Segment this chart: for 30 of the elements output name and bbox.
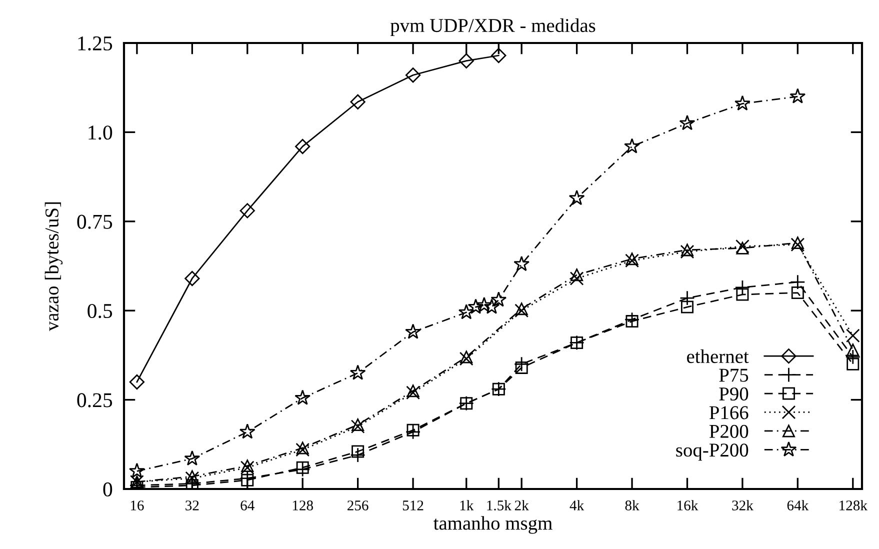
x-tick-label: 8k <box>625 500 640 510</box>
x-tick-label: 128 <box>292 500 313 510</box>
y-tick-label: 0.25 <box>77 393 112 408</box>
chart-title: pvm UDP/XDR - medidas <box>390 18 596 36</box>
y-tick-label: 0 <box>103 482 112 496</box>
y-tick-label: 1.0 <box>88 126 112 140</box>
x-tick-label: 256 <box>348 500 368 510</box>
y-tick-label: 0.5 <box>88 304 112 318</box>
legend-label: ethernet <box>687 349 749 364</box>
x-tick-label: 32 <box>186 500 199 510</box>
legend-label: P75 <box>719 368 748 382</box>
y-tick-label: 0.75 <box>77 214 112 229</box>
x-tick-label: 64 <box>240 500 254 510</box>
x-tick-label: 1.5k <box>487 500 512 510</box>
y-tick-label: 1.25 <box>78 36 112 51</box>
y-axis-title: vazao [bytes/uS] <box>44 202 63 332</box>
legend-label: P90 <box>719 387 748 401</box>
legend-label: soq-P200 <box>676 444 748 461</box>
x-tick-label: 16 <box>130 500 144 510</box>
x-tick-label: 512 <box>402 500 424 510</box>
x-tick-label: 128k <box>840 500 868 510</box>
x-tick-label: 64k <box>787 500 809 510</box>
x-tick-label: 2k <box>514 500 529 510</box>
x-tick-label: 1k <box>460 500 474 510</box>
legend-label: P200 <box>709 424 748 438</box>
x-axis-title: tamanho msgm <box>434 516 552 534</box>
x-tick-label: 32k <box>732 500 754 510</box>
legend-label: P166 <box>709 406 748 420</box>
x-tick-label: 16k <box>678 500 698 510</box>
x-tick-label: 4k <box>570 500 584 510</box>
